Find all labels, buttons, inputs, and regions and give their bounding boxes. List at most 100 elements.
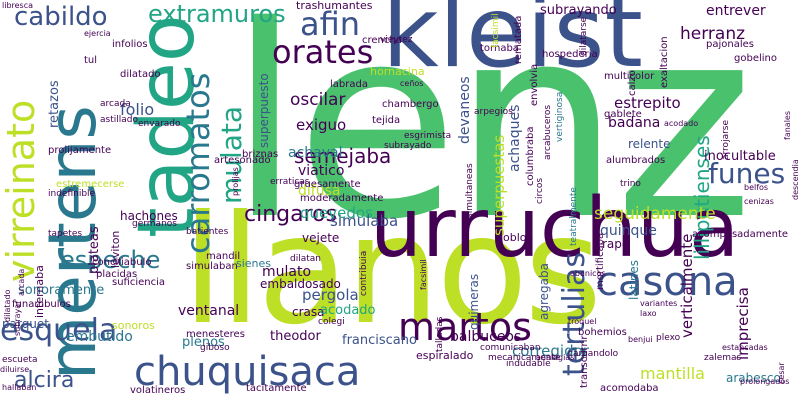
word-herranz: herranz <box>680 24 746 44</box>
word-indudable: moderadamente <box>300 193 384 204</box>
word-vieytez: hornacina <box>370 65 425 78</box>
word-agregaba: agregaba <box>537 263 551 320</box>
word-simultaneas: trino <box>620 179 641 189</box>
word-descendia: teatralmente <box>569 187 579 246</box>
word-virreinato: virreinato <box>0 99 43 282</box>
word-kleist: kleist <box>382 0 643 90</box>
word-placidas: simulaban <box>186 261 238 272</box>
word-astillado: indefinible <box>48 189 96 199</box>
word-batientes: mandil <box>206 251 241 262</box>
word-colegi: dilatan <box>290 254 321 264</box>
word-calzo: pajonales <box>706 39 754 50</box>
word-artesonado: tul <box>84 55 98 66</box>
word-teatralmente: esgrimista <box>404 131 452 141</box>
word-alumbrados: acompasadamente <box>692 229 789 240</box>
word-estudiada: funambulos <box>12 299 71 310</box>
word-funambulos: libresca <box>2 1 34 10</box>
word-germanos: batientes <box>186 227 229 237</box>
word-retazos: hachones <box>120 209 178 223</box>
word-pajonales: exaltacion <box>659 36 670 88</box>
word-acompasadamente: arrojarse <box>721 119 731 160</box>
word-relente: relente <box>628 137 671 151</box>
word-bohemios: abanicos <box>570 269 606 278</box>
word-arabesco: arabesco <box>726 371 781 385</box>
word-devaneos: devaneos <box>457 76 473 144</box>
word-superpuesto: superpuesto <box>257 73 271 148</box>
word-viatico: viatico <box>298 163 345 179</box>
word-tornaba: rematada <box>513 15 524 64</box>
word-arrojarse: doblon <box>496 231 534 244</box>
word-plateas: envarado <box>138 119 181 129</box>
word-prolijamente: internaba <box>33 265 46 318</box>
word-folio: folio <box>120 100 155 119</box>
word-cenizas: descendia <box>791 159 800 200</box>
word-exaltacion: gobelino <box>734 53 777 64</box>
word-cabildo: cabildo <box>14 2 108 32</box>
word-analogias: zalemas <box>704 353 742 363</box>
word-martos: martos <box>398 305 532 349</box>
word-llanos: llanos <box>182 184 602 358</box>
word-crepitante: arcada <box>17 268 26 296</box>
word-zalemas: estancadas <box>722 343 768 352</box>
word-imprecisa: hospederia <box>542 49 598 60</box>
word-tul: infolios <box>112 39 148 50</box>
word-espeche: espeche <box>60 246 161 274</box>
word-leviton: astillado <box>100 115 138 125</box>
word-laxo: plexo <box>656 333 681 343</box>
word-arpegios: mortificaba <box>595 232 606 290</box>
word-entrever: entrever <box>706 3 766 19</box>
word-dilatado: prolijamente <box>48 145 112 156</box>
word-gablete: alumbrados <box>606 155 666 166</box>
word-difusa: difusa <box>298 183 341 199</box>
word-inocultable: inocultable <box>704 149 776 164</box>
word-acomodaba: indudable <box>506 359 551 369</box>
word-benjui: troquel <box>568 317 597 326</box>
word-vejete: sienes <box>236 257 272 270</box>
word-excavada: vertiginosa <box>555 91 565 142</box>
word-crasa: espiralado <box>416 349 474 362</box>
word-plexo: benjui <box>628 335 653 344</box>
word-sienes: embaldosado <box>260 277 341 291</box>
word-giboso: colegi <box>318 317 345 327</box>
word-mantilla: mantilla <box>640 364 705 383</box>
word-embaldosado: crasa <box>292 305 325 319</box>
word-lenz: lenz <box>228 0 754 278</box>
word-tapetes: dilatado <box>3 289 12 322</box>
word-quevedos: quevedos <box>300 204 373 222</box>
word-chambergo: tejida <box>372 115 401 126</box>
word-subrayando: subrayando <box>540 3 617 18</box>
word-hospederia: calzo <box>627 70 638 96</box>
word-corregidor: corregidor <box>512 342 589 360</box>
word-estrepito: estrepito <box>614 94 681 112</box>
word-infolios: dilatado <box>120 69 161 80</box>
word-volatineros: acomodaba <box>600 383 659 394</box>
word-alcira: alcira <box>14 368 75 393</box>
word-crencha: vieytez <box>380 35 413 45</box>
word-extramuros: extramuros <box>148 0 286 28</box>
word-dilatarse: dilatarse <box>579 16 589 56</box>
word-franciscano: franciscano <box>342 333 417 348</box>
word-escueta: variantes <box>640 299 678 308</box>
word-tacito: hallaban <box>2 383 37 392</box>
word-achaval: achaval <box>288 145 343 161</box>
word-latines: latines <box>627 260 641 300</box>
word-quinque: quinque <box>600 223 657 239</box>
word-gobelino: tornaba <box>480 43 519 54</box>
word-circos: gablete <box>604 109 642 120</box>
word-chuquisaca: chuquisaca <box>134 349 361 395</box>
word-abanicos: cargandolo <box>568 349 619 359</box>
word-briznas: artesonado <box>214 155 271 166</box>
word-urruchua: urruchua <box>370 181 740 276</box>
word-internaba: arcada <box>100 99 131 109</box>
word-camafeo: multicolor <box>604 71 655 82</box>
word-diluirse: escueta <box>2 355 38 365</box>
word-simulaba: simulaba <box>330 212 399 230</box>
word-mulato: mulato <box>262 264 312 280</box>
word-libresca: ejercia <box>84 29 111 38</box>
word-cargandolo: comunicaban <box>480 343 541 353</box>
word-simulaban: sonoros <box>112 319 155 332</box>
word-grotescas: cesar <box>777 362 786 384</box>
word-envolvia: crencha <box>362 35 402 46</box>
word-tejida: simultaneas <box>465 163 475 218</box>
